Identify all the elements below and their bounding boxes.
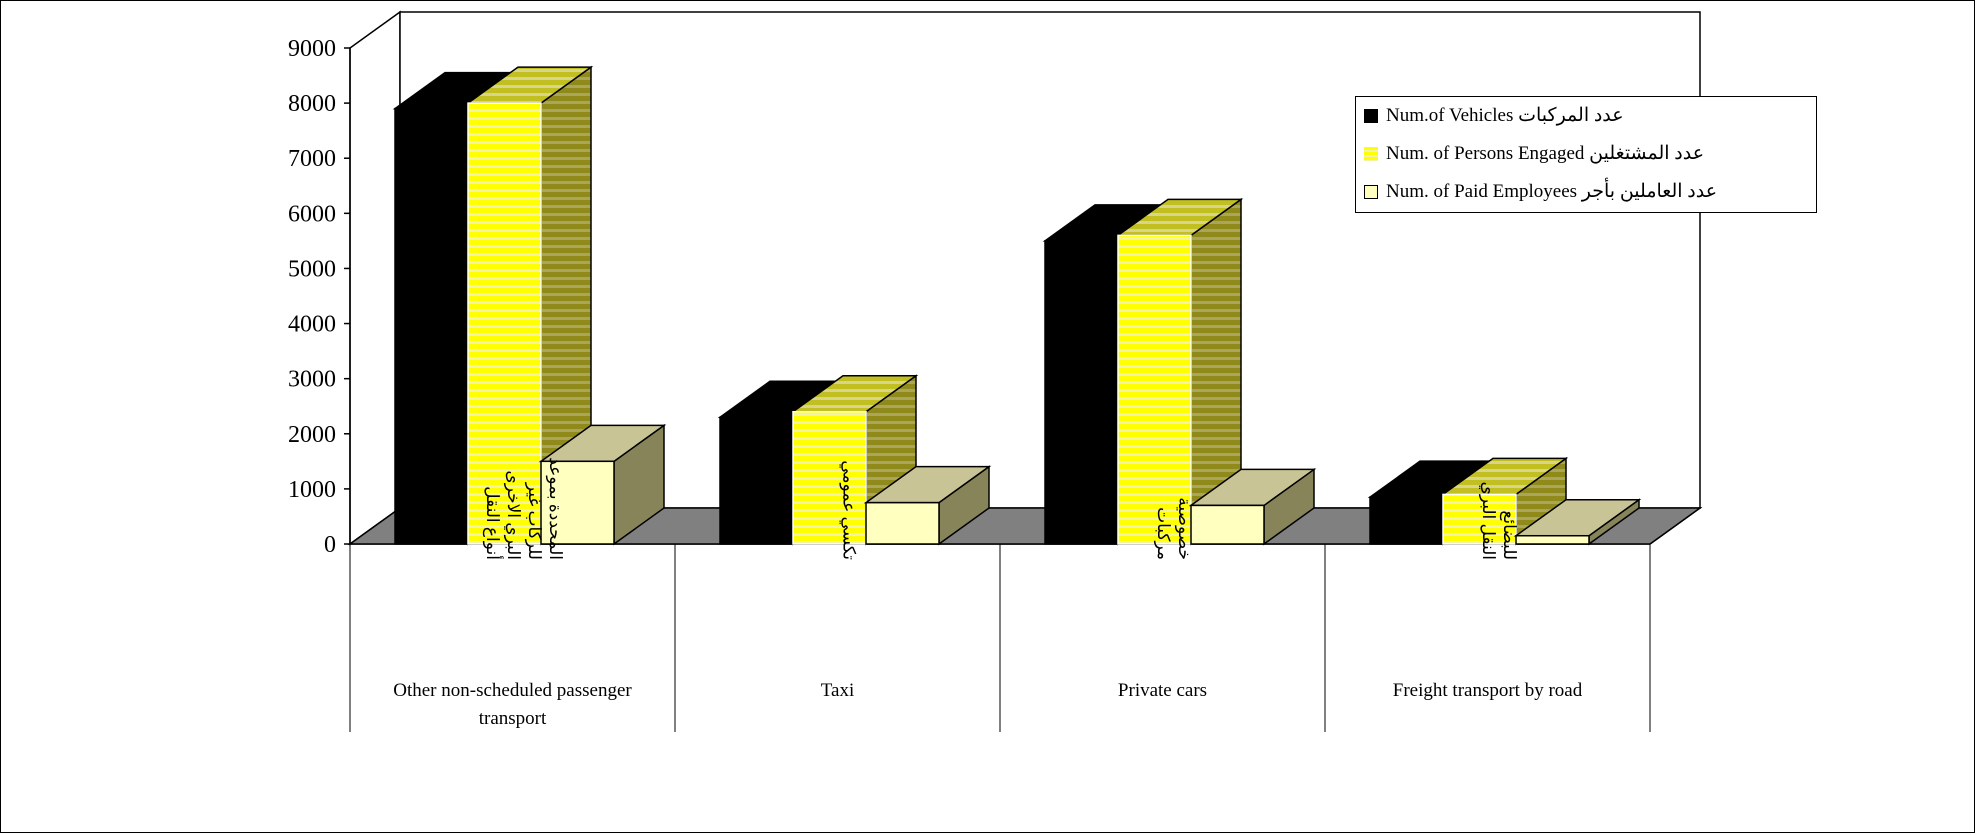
legend-swatch-paid-employees [1364,185,1378,199]
x-category-label-ar: النقل البري [1478,482,1498,560]
legend-swatch-persons-engaged [1364,147,1378,161]
x-category-label-en: Freight transport by road [1393,680,1583,701]
bar-persons-engaged-3 [1440,456,1569,546]
y-tick-label: 1000 [288,477,336,503]
y-tick-label: 7000 [288,146,336,172]
bar-front [1044,240,1119,545]
y-tick-label: 3000 [288,367,336,393]
y-tick-label: 2000 [288,422,336,448]
y-tick-label: 6000 [288,201,336,227]
x-category-label-en: Other non-scheduled passenger [393,680,632,701]
bar-front [1369,496,1444,545]
legend-item-paid-employees: Num. of Paid Employees عدد العاملين بأجر [1364,180,1718,204]
bar-front [540,460,615,545]
y-tick-label: 9000 [288,36,336,62]
bar-persons-engaged-2 [1115,197,1244,546]
bar-front [719,416,794,545]
bar-paid-employees-1 [863,465,992,546]
bar-front [865,501,940,545]
x-category-label-ar: مركبات [1153,507,1173,560]
legend-label-vehicles: Num.of Vehicles عدد المركبات [1386,105,1624,126]
bar-persons-engaged-0 [465,65,594,546]
bar-front [467,102,542,545]
y-tick-label: 4000 [288,312,336,338]
x-category-label-en: Private cars [1118,680,1207,701]
legend-swatch-vehicles [1364,109,1378,123]
bar-front [1442,493,1517,545]
x-category-label-ar: المحددة بموعد [545,457,565,560]
y-axis: 0 1000 2000 3000 4000 5000 6000 7000 8000 9000 [288,36,351,558]
x-category-label-ar: البري الاخرى [503,470,523,560]
chart-side-wall [349,10,401,546]
x-category-label-en: transport [479,708,547,729]
bar-front [1190,504,1265,545]
y-tick-label: 8000 [288,91,336,117]
bar-front [1515,534,1590,545]
x-category-label-ar: للركاب غير [524,482,544,560]
legend-label-persons-engaged: Num. of Persons Engaged عدد المشتغلين [1386,143,1705,164]
x-category-label-ar: أنواع النقل [482,486,504,560]
y-tick-label: 5000 [288,256,336,282]
x-category-label-ar: للبضائع [1499,510,1519,560]
legend-label-paid-employees: Num. of Paid Employees عدد العاملين بأجر [1386,181,1718,202]
legend-item-vehicles: Num.of Vehicles عدد المركبات [1364,104,1624,128]
legend-item-persons-engaged: Num. of Persons Engaged عدد المشتغلين [1364,142,1705,166]
y-tick-label: 0 [324,532,336,558]
legend: Num.of Vehicles عدد المركبات Num. of Per… [1355,96,1817,213]
bar-paid-employees-3 [1513,498,1642,546]
x-axis: أنواع النقل البري الاخرى للركاب غير المحددة… [349,457,1651,732]
bar-front [394,107,469,545]
bar-front [1117,234,1192,545]
x-category-label-ar: خصوصية [1174,497,1194,560]
x-category-label-ar: تكسي عمومي [839,460,859,560]
bar-front [792,410,867,545]
bar-paid-employees-0 [538,423,667,546]
x-category-label-en: Taxi [821,680,855,701]
bar-paid-employees-2 [1188,467,1317,546]
bar-series-group [392,65,1642,546]
